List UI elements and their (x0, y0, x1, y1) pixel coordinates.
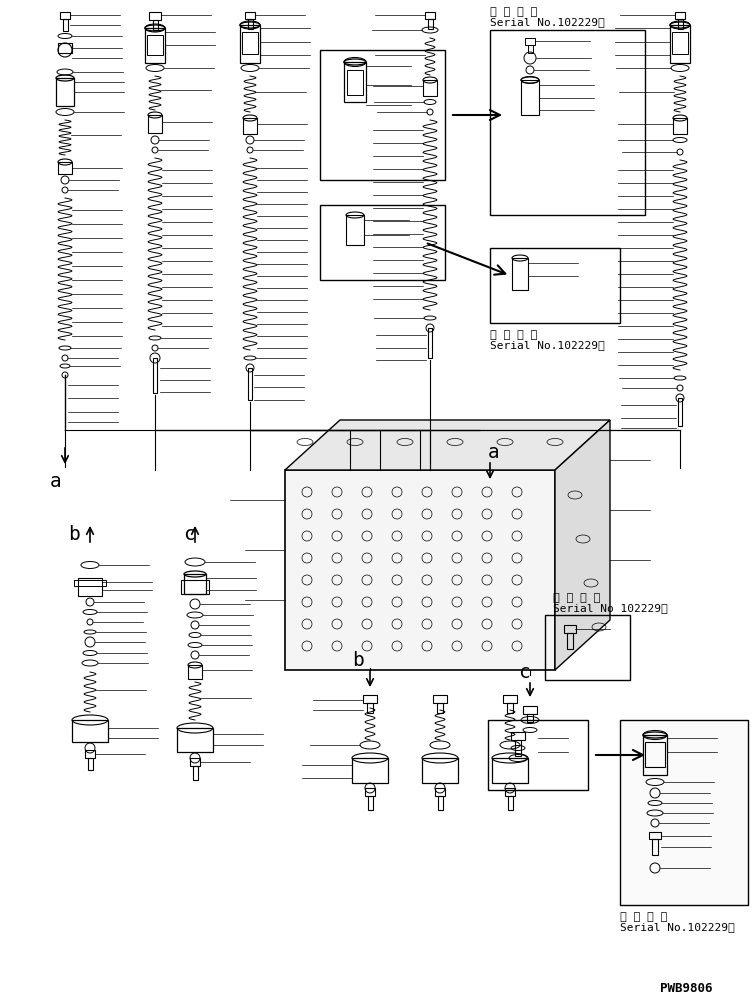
Bar (85, 750, 95, 758)
Bar (428, 328, 432, 358)
Bar (320, 50, 445, 180)
Text: Serial No 102229～: Serial No 102229～ (553, 603, 667, 613)
Bar (437, 703, 443, 713)
Bar (285, 470, 555, 670)
Text: PWB9806: PWB9806 (660, 982, 713, 994)
Bar (365, 788, 375, 796)
Bar (72, 720, 108, 742)
Bar (492, 758, 528, 783)
Bar (344, 62, 366, 102)
Bar (243, 118, 257, 134)
Bar (78, 578, 102, 596)
Bar (58, 162, 72, 174)
Bar (564, 625, 576, 633)
Bar (528, 45, 532, 53)
Bar (145, 28, 165, 63)
Bar (148, 115, 162, 133)
Bar (675, 12, 685, 19)
Bar (149, 12, 161, 20)
Bar (242, 32, 258, 54)
Bar (153, 20, 158, 30)
Bar (435, 788, 445, 796)
Bar (523, 706, 537, 714)
Bar (527, 714, 533, 722)
Bar (643, 735, 667, 775)
Bar (147, 35, 163, 55)
Bar (433, 695, 447, 703)
Bar (245, 12, 255, 19)
Bar (320, 205, 445, 280)
Bar (521, 80, 539, 115)
Polygon shape (555, 420, 610, 670)
Bar (181, 580, 209, 594)
Bar (511, 732, 525, 740)
Polygon shape (285, 420, 610, 470)
Bar (184, 574, 206, 594)
Bar (58, 43, 72, 53)
Bar (490, 30, 645, 215)
Bar (525, 38, 535, 45)
Bar (193, 766, 198, 780)
Bar (56, 78, 74, 106)
Bar (620, 720, 748, 905)
Bar (177, 728, 213, 752)
Bar (503, 695, 517, 703)
Bar (673, 118, 687, 134)
Text: c: c (518, 662, 530, 682)
Bar (649, 832, 661, 839)
Bar (672, 32, 688, 54)
Bar (678, 398, 682, 426)
Text: Serial No.102229～: Serial No.102229～ (490, 340, 605, 350)
Bar (60, 12, 70, 19)
Bar (367, 703, 373, 713)
Text: 適 用 号 機: 適 用 号 機 (553, 593, 600, 603)
Bar (507, 796, 513, 810)
Text: a: a (50, 472, 62, 491)
Bar (74, 580, 106, 586)
Bar (490, 248, 620, 323)
Bar (190, 758, 200, 766)
Text: Serial No.102229～: Serial No.102229～ (620, 922, 735, 932)
Bar (352, 758, 388, 783)
Bar (437, 796, 442, 810)
Text: b: b (68, 526, 80, 544)
Bar (368, 796, 372, 810)
Bar (488, 720, 588, 790)
Bar (423, 80, 437, 96)
Bar (427, 19, 433, 29)
Text: a: a (488, 442, 500, 462)
Text: 適 用 号 機: 適 用 号 機 (490, 7, 538, 17)
Bar (346, 215, 364, 245)
Text: 適 用 号 機: 適 用 号 機 (620, 912, 667, 922)
Bar (363, 695, 377, 703)
Bar (567, 633, 573, 649)
Bar (248, 19, 252, 29)
Bar (63, 19, 67, 31)
Bar (645, 742, 665, 767)
Bar (507, 703, 513, 713)
Text: c: c (183, 526, 195, 544)
Text: b: b (352, 650, 364, 670)
Bar (248, 368, 252, 400)
Bar (88, 758, 93, 770)
Bar (677, 19, 683, 29)
Bar (347, 70, 363, 95)
Bar (425, 12, 435, 19)
Bar (515, 740, 521, 756)
Text: 適 用 号 機: 適 用 号 機 (490, 330, 538, 340)
Bar (188, 665, 202, 679)
Bar (545, 615, 630, 680)
Bar (422, 758, 458, 783)
Bar (652, 839, 658, 855)
Bar (505, 788, 515, 796)
Bar (153, 358, 157, 393)
Text: Serial No.102229～: Serial No.102229～ (490, 17, 605, 27)
Bar (240, 25, 260, 63)
Bar (670, 25, 690, 63)
Bar (512, 258, 528, 290)
